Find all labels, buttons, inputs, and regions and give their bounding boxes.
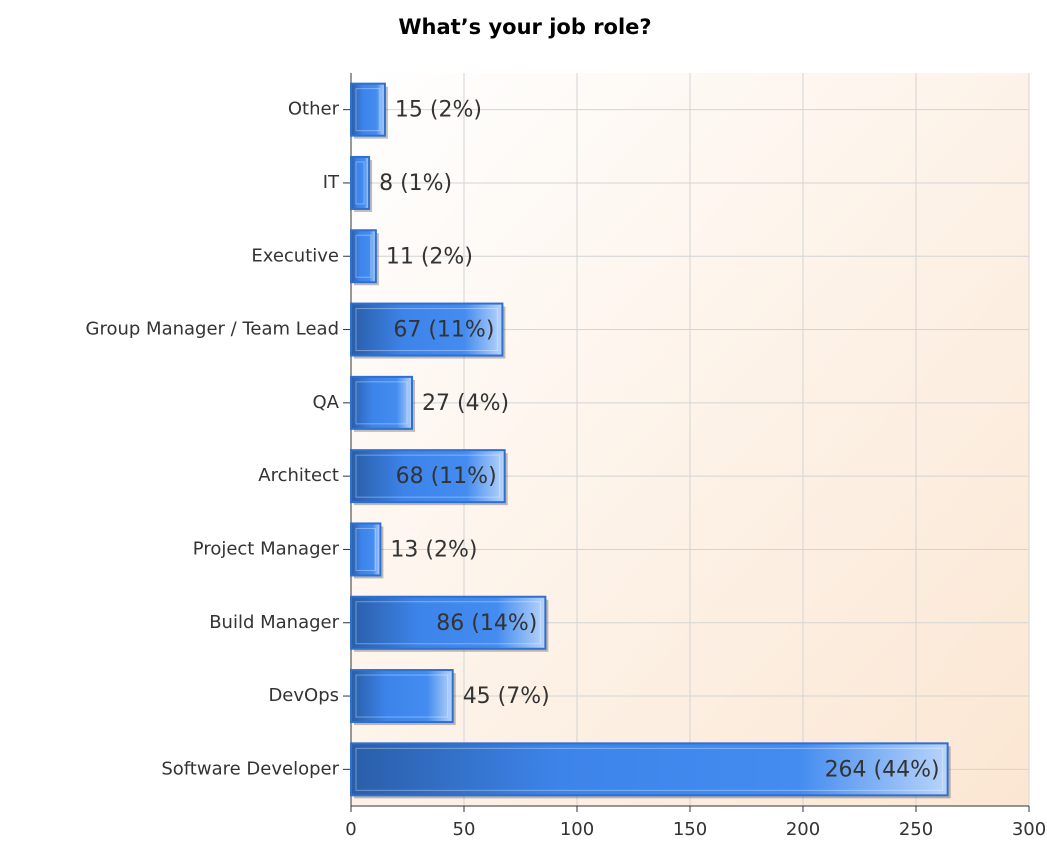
bar-inner [355, 674, 449, 718]
x-tick-label: 200 [786, 819, 820, 840]
bar [350, 742, 949, 797]
x-tick-label: 300 [1012, 819, 1046, 840]
value-label: 11 (2%) [386, 244, 473, 269]
value-label: 45 (7%) [463, 684, 550, 709]
bar-inner [355, 601, 541, 645]
bars: 15 (2%) 8 (1%) 11 (2%) 67 (11%) 27 (4%) 68 (1… [350, 82, 951, 799]
bar-inner [355, 161, 365, 205]
bar-inner [355, 234, 372, 278]
x-tick-label: 0 [345, 819, 356, 840]
chart-title: What’s your job role? [398, 15, 651, 39]
bar-inner [355, 454, 501, 498]
y-tick-label: IT [323, 172, 340, 193]
y-tick-label: Architect [258, 465, 339, 486]
bar [350, 669, 454, 724]
y-tick-label: Project Manager [193, 538, 340, 559]
value-label: 264 (44%) [825, 757, 940, 782]
y-tick-label: Build Manager [209, 612, 339, 633]
y-tick-label: DevOps [268, 685, 339, 706]
bar-inner [355, 88, 381, 132]
bar [350, 155, 371, 210]
value-label: 86 (14%) [436, 611, 537, 636]
bar [350, 375, 414, 430]
value-label: 15 (2%) [395, 98, 482, 123]
bar [350, 595, 547, 650]
bar [350, 302, 504, 357]
y-tick-label: Other [288, 99, 340, 120]
bar-inner [355, 381, 408, 425]
value-label: 68 (11%) [396, 464, 497, 489]
value-label: 8 (1%) [379, 171, 452, 196]
value-label: 27 (4%) [422, 391, 509, 416]
bar-inner [355, 747, 944, 791]
bar [350, 522, 382, 577]
x-tick-label: 100 [560, 819, 594, 840]
bar [350, 229, 377, 284]
bar-inner [355, 308, 498, 352]
y-tick-label: Executive [251, 245, 339, 266]
bar [350, 449, 506, 504]
x-tick-label: 50 [453, 819, 476, 840]
bar-inner [355, 527, 376, 571]
x-tick-label: 150 [673, 819, 707, 840]
y-tick-label: QA [313, 392, 340, 413]
y-tick-label: Group Manager / Team Lead [86, 319, 339, 340]
value-label: 13 (2%) [390, 537, 477, 562]
value-label: 67 (11%) [393, 318, 494, 343]
x-tick-label: 250 [899, 819, 933, 840]
bar [350, 82, 386, 137]
y-tick-label: Software Developer [161, 758, 339, 779]
